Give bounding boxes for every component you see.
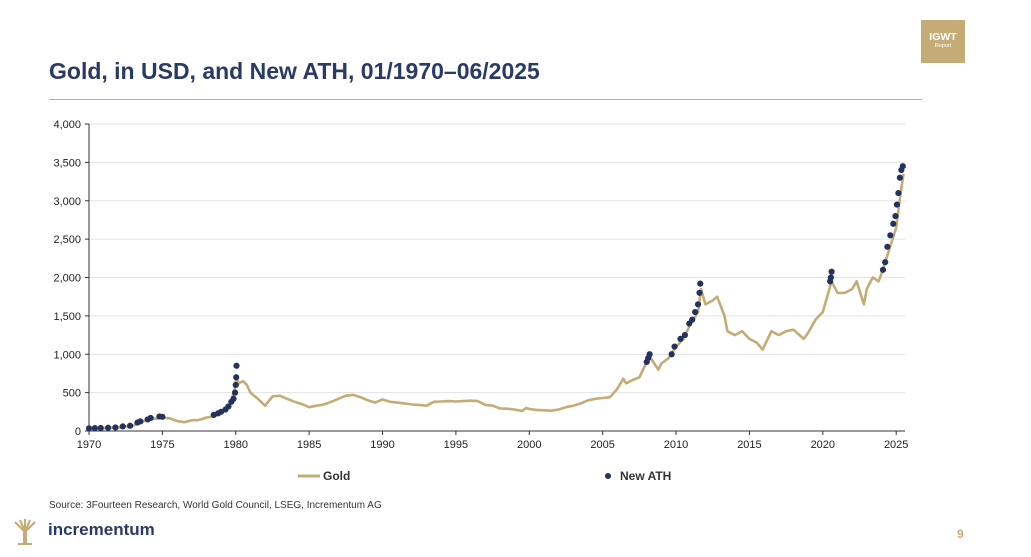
- gold-price-chart: 05001,0001,5002,0002,5003,0003,5004,000 …: [53, 119, 908, 483]
- ath-point: [85, 425, 93, 432]
- badge-title: IGWT: [929, 31, 957, 43]
- incrementum-logo: incrementum: [12, 518, 172, 548]
- ath-point: [692, 308, 699, 316]
- legend-ath-swatch: [605, 473, 611, 479]
- y-tick-label: 3,000: [53, 196, 81, 208]
- gold-line-series: [88, 173, 905, 430]
- ath-point: [137, 418, 144, 425]
- ath-point: [147, 414, 154, 422]
- page-number: 9: [957, 527, 964, 541]
- ath-point: [671, 343, 678, 350]
- ath-point: [879, 266, 887, 273]
- x-tick-label: 1985: [297, 439, 321, 451]
- ath-point: [890, 220, 897, 227]
- x-tick-label: 1970: [77, 439, 101, 451]
- new-ath-series: [85, 163, 906, 432]
- ath-point: [827, 274, 834, 281]
- badge-subtitle: Report: [934, 43, 952, 49]
- ath-point: [232, 381, 239, 389]
- legend-gold-label: Gold: [323, 469, 350, 483]
- ath-point: [893, 201, 901, 208]
- tree-logo-icon: [14, 519, 36, 545]
- y-tick-label: 0: [75, 426, 81, 438]
- ath-point: [91, 425, 98, 432]
- ath-point: [892, 213, 899, 220]
- ath-point: [887, 232, 894, 239]
- ath-point: [677, 335, 684, 342]
- y-tick-label: 3,500: [53, 157, 81, 169]
- ath-point: [884, 243, 891, 250]
- ath-point: [895, 189, 902, 197]
- y-tick-label: 4,000: [53, 119, 81, 131]
- ath-point: [896, 174, 903, 181]
- source-note: Source: 3Fourteen Research, World Gold C…: [49, 500, 382, 511]
- brand-name: incrementum: [48, 520, 155, 539]
- igwt-report-badge: IGWT Report: [921, 20, 965, 63]
- page-title: Gold, in USD, and New ATH, 01/1970–06/20…: [49, 58, 540, 84]
- ath-point: [694, 301, 702, 308]
- ath-point: [97, 424, 104, 432]
- x-tick-label: 2020: [811, 439, 835, 451]
- ath-point: [126, 422, 134, 429]
- ath-point: [119, 423, 126, 430]
- ath-point: [828, 268, 835, 275]
- ath-point: [697, 280, 704, 287]
- legend-ath-label: New ATH: [620, 469, 671, 483]
- ath-point: [689, 316, 696, 323]
- ath-point: [646, 351, 653, 358]
- x-axis-ticks: 1970 1975 1980 1985 1990 1995 2000 2005 2010 2015…: [77, 431, 908, 451]
- ath-point: [696, 289, 703, 296]
- ath-point: [668, 351, 675, 358]
- gold-price-line: [88, 173, 905, 430]
- chart-gridlines: [89, 123, 905, 394]
- ath-point: [681, 331, 688, 339]
- x-tick-label: 1995: [444, 439, 468, 451]
- ath-point: [899, 163, 906, 170]
- ath-point: [231, 389, 239, 396]
- chart-legend: Gold New ATH: [298, 469, 671, 483]
- x-tick-label: 1980: [224, 439, 248, 451]
- ath-point: [225, 403, 232, 410]
- x-tick-label: 2005: [590, 439, 614, 451]
- ath-point: [104, 424, 112, 431]
- x-tick-label: 2015: [737, 439, 761, 451]
- x-tick-label: 2000: [517, 439, 541, 451]
- y-tick-label: 2,500: [53, 234, 81, 246]
- ath-point: [233, 362, 240, 369]
- x-tick-label: 1990: [370, 439, 394, 451]
- ath-point: [112, 424, 119, 431]
- y-tick-label: 1,500: [53, 311, 81, 323]
- y-tick-label: 1,000: [53, 349, 81, 361]
- y-tick-label: 500: [63, 388, 81, 400]
- ath-point: [230, 395, 237, 402]
- y-tick-label: 2,000: [53, 273, 81, 285]
- y-axis-ticks: 0 500 1,000 1,500 2,000 2,500 3,000 3,500 4,000: [53, 119, 89, 438]
- x-tick-label: 2025: [884, 439, 908, 451]
- ath-point: [159, 413, 166, 420]
- ath-point: [233, 374, 240, 381]
- title-divider: [49, 99, 922, 100]
- x-tick-label: 2010: [664, 439, 688, 451]
- x-tick-label: 1975: [150, 439, 174, 451]
- ath-point: [882, 259, 889, 266]
